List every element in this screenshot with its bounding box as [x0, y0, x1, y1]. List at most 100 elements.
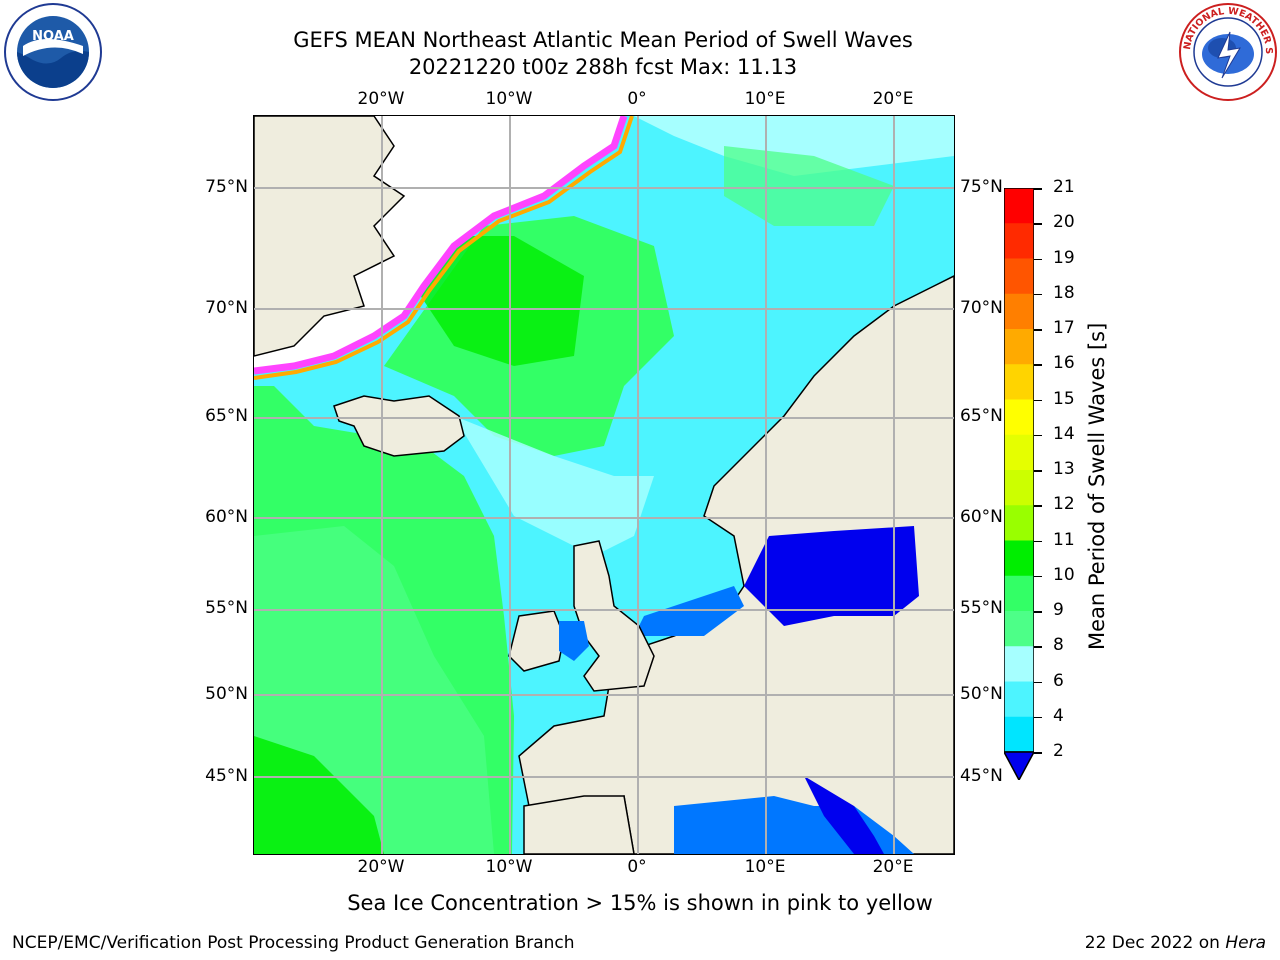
lat-label-right: 65°N [960, 406, 1003, 426]
sea-ice-note: Sea Ice Concentration > 15% is shown in … [347, 891, 933, 915]
colorbar-tick-label: 18 [1053, 282, 1075, 303]
colorbar-tick-label: 12 [1053, 494, 1075, 515]
nws-logo: NATIONAL WEATHER SERVICE [1178, 2, 1277, 101]
colorbar-swatch [1004, 611, 1034, 647]
colorbar-tick-mark [1034, 188, 1042, 190]
colorbar-swatch [1004, 223, 1034, 259]
lat-label-right: 55°N [960, 598, 1003, 618]
noaa-logo: NOAA [4, 3, 102, 101]
lat-label-left: 55°N [205, 598, 248, 618]
ireland-land [508, 610, 565, 672]
lon-label-top: 0° [627, 89, 647, 109]
colorbar-tick-mark [1034, 470, 1042, 472]
colorbar-swatch [1004, 188, 1034, 224]
greenland-land [254, 116, 406, 357]
lon-label-top: 10°W [485, 89, 533, 109]
lon-label-top: 20°W [357, 89, 405, 109]
colorbar-label: Mean Period of Swell Waves [s] [1085, 322, 1109, 650]
colorbar-swatch [1004, 716, 1034, 753]
colorbar-tick-mark [1034, 223, 1042, 225]
colorbar-tick-mark [1034, 646, 1042, 648]
colorbar-tick-mark [1034, 434, 1042, 437]
swell-region-blue-irish-sea [559, 621, 589, 661]
lon-label-bottom: 20°E [872, 857, 914, 877]
lon-label-bottom: 20°W [357, 857, 405, 877]
lon-label-top: 20°E [872, 89, 914, 109]
credit-text: NCEP/EMC/Verification Post Processing Pr… [12, 933, 575, 953]
colorbar-tick-mark [1034, 540, 1042, 542]
colorbar-tick-label: 13 [1053, 459, 1075, 479]
noaa-logo-text: NOAA [32, 29, 74, 44]
colorbar-tick-label: 14 [1053, 423, 1075, 444]
lon-label-bottom: 10°W [485, 857, 533, 877]
colorbar-tick-label: 6 [1053, 670, 1064, 691]
colorbar-tick-label: 20 [1053, 212, 1075, 233]
colorbar-tick-mark [1034, 716, 1042, 719]
colorbar-tick-label: 2 [1053, 741, 1064, 761]
iberia-land [523, 795, 635, 854]
lat-label-right: 45°N [960, 766, 1003, 786]
lat-label-left: 75°N [205, 177, 248, 197]
plot-title: GEFS MEAN Northeast Atlantic Mean Period… [293, 28, 913, 52]
colorbar-tick-mark [1034, 505, 1042, 507]
swell-region-green-dark-north [414, 236, 584, 366]
date-text: 22 Dec 2022 on Hera [1085, 933, 1266, 953]
lat-label-right: 70°N [960, 298, 1003, 318]
colorbar-extend-arrow [1004, 751, 1034, 780]
colorbar-swatch [1004, 470, 1034, 506]
sea-ice-edge [254, 116, 628, 375]
swell-region-green-dark [254, 736, 384, 854]
colorbar-tick-mark [1034, 258, 1042, 260]
colorbar-tick-mark [1034, 293, 1042, 296]
swell-region-blue-baltic [744, 526, 919, 626]
lat-label-left: 60°N [205, 507, 248, 527]
colorbar-swatch [1004, 329, 1034, 365]
colorbar-swatch [1004, 364, 1034, 400]
colorbar-swatch [1004, 505, 1034, 541]
colorbar-tick-label: 15 [1053, 388, 1075, 409]
date-label: 22 Dec 2022 on [1084, 933, 1220, 953]
colorbar-tick-mark [1034, 364, 1042, 366]
colorbar-tick-label: 4 [1053, 705, 1064, 726]
colorbar-tick-mark [1034, 329, 1042, 331]
colorbar-tick-mark [1034, 681, 1042, 683]
colorbar [1004, 188, 1034, 780]
map-panel [253, 115, 955, 855]
colorbar-swatch [1004, 646, 1034, 682]
colorbar-tick-mark [1034, 399, 1042, 401]
lon-label-top: 10°E [744, 89, 786, 109]
iceland-land [333, 395, 465, 457]
lat-label-left: 70°N [205, 298, 248, 318]
colorbar-tick-mark [1034, 611, 1042, 613]
colorbar-tick-label: 11 [1053, 529, 1075, 550]
colorbar-swatch [1004, 575, 1034, 612]
graticule [254, 116, 954, 854]
lat-label-left: 50°N [205, 684, 248, 704]
adriatic-blue [804, 776, 884, 854]
colorbar-tick-mark [1034, 752, 1042, 754]
colorbar-tick-label: 19 [1053, 247, 1075, 268]
sea-ice-edge-yellow [254, 116, 634, 380]
colorbar-swatch [1004, 399, 1034, 436]
lon-label-bottom: 0° [627, 857, 647, 877]
lat-label-right: 60°N [960, 507, 1003, 527]
colorbar-swatch [1004, 434, 1034, 471]
lat-label-right: 75°N [960, 177, 1003, 197]
machine-name: Hera [1225, 933, 1266, 953]
colorbar-tick-label: 9 [1053, 600, 1064, 620]
swell-region-light-cyan-north [634, 116, 954, 176]
colorbar-swatch [1004, 540, 1034, 577]
colorbar-tick-label: 17 [1053, 318, 1075, 338]
colorbar-swatch [1004, 293, 1034, 330]
colorbar-tick-label: 8 [1053, 635, 1064, 656]
lat-label-left: 45°N [205, 766, 248, 786]
swell-region-light-cyan [454, 416, 654, 556]
lat-label-right: 50°N [960, 684, 1003, 704]
colorbar-tick-label: 16 [1053, 353, 1075, 374]
colorbar-tick-label: 10 [1053, 564, 1075, 585]
colorbar-swatch [1004, 681, 1034, 718]
colorbar-swatch [1004, 258, 1034, 295]
plot-subtitle: 20221220 t00z 288h fcst Max: 11.13 [408, 55, 798, 79]
colorbar-tick-label: 21 [1053, 177, 1075, 197]
lat-label-left: 65°N [205, 406, 248, 426]
